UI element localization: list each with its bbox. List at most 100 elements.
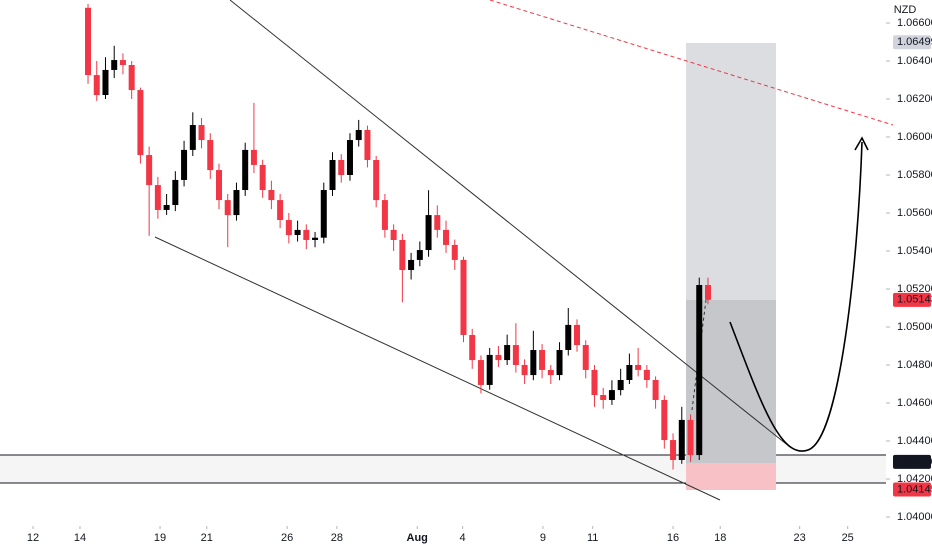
candle-body [504, 345, 511, 361]
candle-body [565, 324, 572, 350]
candle-body [661, 399, 668, 441]
candle-body [443, 229, 450, 245]
currency-label: NZD [894, 4, 917, 16]
price-label: 1.04145 [897, 483, 932, 495]
candle-body [687, 419, 694, 456]
candle-body [486, 354, 493, 385]
candle-body [539, 349, 546, 370]
candle-body [285, 220, 292, 236]
candle-body [119, 60, 126, 65]
candle-body [495, 354, 502, 361]
price-label-box [893, 35, 931, 50]
candle-body [696, 285, 703, 456]
x-tick-label: 14 [74, 532, 86, 544]
candle-body [512, 345, 519, 365]
candle-body [198, 125, 205, 141]
candle-body [146, 155, 153, 186]
candle-body [233, 190, 240, 216]
x-tick-label: 11 [587, 532, 598, 544]
candle-body [102, 69, 109, 96]
stop-zone [686, 463, 776, 490]
x-tick-label: 25 [842, 532, 854, 544]
candle-body [591, 369, 598, 396]
candle-body [128, 64, 135, 91]
candle-body [338, 159, 345, 175]
y-tick-label: 1.06200 [897, 93, 932, 105]
candle-body [242, 149, 249, 191]
candle-body [259, 164, 266, 191]
y-tick-label: 1.04400 [897, 435, 932, 447]
candle-body [215, 170, 222, 201]
y-tick-label: 1.06000 [897, 131, 932, 143]
candle-body [303, 229, 310, 240]
candle-body [320, 190, 327, 238]
candle-body [294, 229, 301, 236]
x-tick-label: 16 [667, 532, 679, 544]
candle-body [329, 159, 336, 191]
target-zone [686, 43, 776, 300]
candle-body [626, 365, 633, 381]
candle-body [163, 205, 170, 210]
resistance-line [489, 0, 894, 126]
candle-body [582, 345, 589, 370]
x-tick-label: 26 [281, 532, 293, 544]
forecast-arrowhead [854, 136, 869, 151]
y-tick-label: 1.04800 [897, 359, 932, 371]
candle-body [608, 390, 615, 400]
price-label-box [893, 454, 931, 469]
x-tick-label: 23 [794, 532, 806, 544]
x-tick-label: 28 [331, 532, 343, 544]
candle-body [617, 380, 624, 391]
x-tick-label: Aug [407, 532, 428, 544]
price-label: 1.05143 [897, 294, 932, 306]
candle-body [469, 334, 476, 361]
candle-body [137, 90, 144, 156]
candle-body [390, 229, 397, 240]
price-label: 1.06499 [897, 36, 932, 48]
candle-body [678, 419, 685, 460]
candle-body [399, 239, 406, 270]
x-tick-label: 21 [201, 532, 213, 544]
x-tick-label: 18 [714, 532, 726, 544]
candle-body [111, 60, 118, 70]
candle-body [521, 365, 528, 376]
candle-body [652, 380, 659, 400]
candle-body [530, 349, 537, 376]
candle-body [574, 324, 581, 346]
candle-body [547, 369, 554, 376]
candle-body [408, 259, 415, 270]
candle-body [224, 200, 231, 216]
forecast-curve [729, 141, 863, 452]
x-tick-label: 9 [540, 532, 546, 544]
trend-line [154, 236, 721, 501]
candle-body [381, 200, 388, 230]
x-tick-label: 12 [27, 532, 39, 544]
y-tick-label: 1.06400 [897, 55, 932, 67]
y-tick-label: 1.05000 [897, 321, 932, 333]
candle-body [93, 75, 100, 96]
candle-body [85, 7, 92, 76]
candle-body [172, 179, 179, 206]
y-tick-label: 1.05200 [897, 283, 932, 295]
candle-body [670, 440, 677, 460]
candle-body [425, 215, 432, 251]
candle-body [434, 215, 441, 230]
candle-body [704, 285, 711, 300]
candle-body [189, 125, 196, 150]
x-tick-label: 4 [460, 532, 466, 544]
candle-body [416, 250, 423, 260]
x-tick-label: 19 [154, 532, 166, 544]
candle-body [346, 140, 353, 175]
y-tick-label: 1.05600 [897, 207, 932, 219]
candle-body [181, 149, 188, 180]
y-tick-label: 1.05400 [897, 245, 932, 257]
candle-body [635, 365, 642, 370]
price-label: 1.04290 [897, 456, 932, 468]
candle-body [268, 190, 275, 201]
candle-body [556, 349, 563, 376]
candle-body [154, 185, 161, 210]
candle-body [600, 395, 607, 400]
price-label-box [893, 292, 931, 307]
price-label-box [893, 482, 931, 497]
